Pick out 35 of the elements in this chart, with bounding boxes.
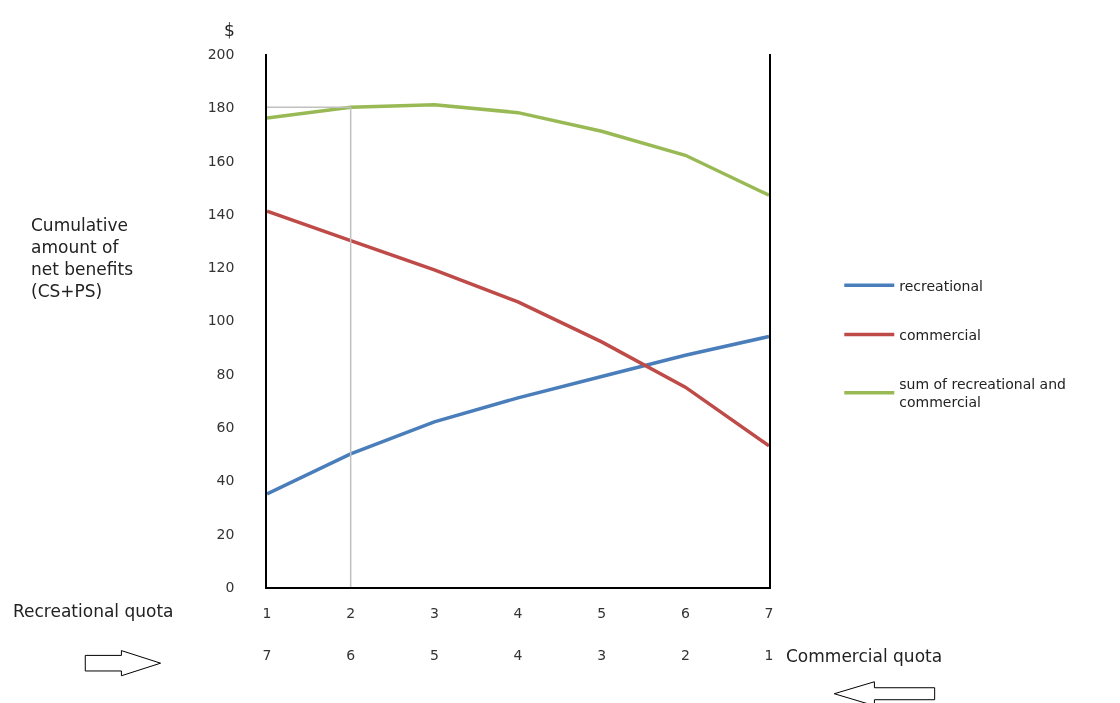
line-series	[267, 102, 769, 198]
x-tick-label: 1	[262, 604, 272, 621]
line-series	[267, 209, 769, 448]
x-tick-label: 4	[513, 604, 523, 621]
x-tick-label: 2	[346, 604, 356, 621]
x2-tick-label: 6	[346, 647, 356, 664]
legend-label: sum of recreational and commercial	[899, 376, 1066, 411]
y-tick-label: 100	[207, 312, 235, 329]
x-tick-label: 3	[429, 604, 439, 621]
y-tick-label: 80	[216, 365, 235, 382]
y-tick-label: 180	[207, 99, 235, 116]
y-tick-label: 0	[225, 579, 235, 596]
y-tick-label: 200	[207, 45, 235, 62]
y-axis-title: Cumulative amount of net benefits (CS+PS)	[31, 215, 134, 302]
y-tick-label: 160	[207, 152, 235, 169]
x2-tick-label: 1	[764, 647, 774, 664]
x-tick-label: 5	[597, 604, 607, 621]
y-tick-label: 60	[216, 419, 235, 436]
x-tick-label: 7	[764, 604, 774, 621]
legend-label: commercial	[899, 326, 981, 343]
y-tick-label: 120	[207, 259, 235, 276]
x2-axis-title: Commercial quota	[786, 646, 943, 666]
y-tick-label: 40	[216, 472, 235, 489]
x2-tick-label: 4	[513, 647, 523, 664]
legend-label: recreational	[899, 277, 983, 294]
y-tick-label: 20	[216, 525, 235, 542]
x-axis-title: Recreational quota	[13, 601, 174, 621]
x2-tick-label: 5	[429, 647, 439, 664]
y-tick-label: 140	[207, 205, 235, 222]
x2-tick-label: 7	[262, 647, 272, 664]
line-series	[267, 334, 769, 496]
x2-tick-label: 2	[680, 647, 690, 664]
x-tick-label: 6	[680, 604, 690, 621]
text: $	[224, 20, 235, 40]
x2-tick-label: 3	[597, 647, 607, 664]
